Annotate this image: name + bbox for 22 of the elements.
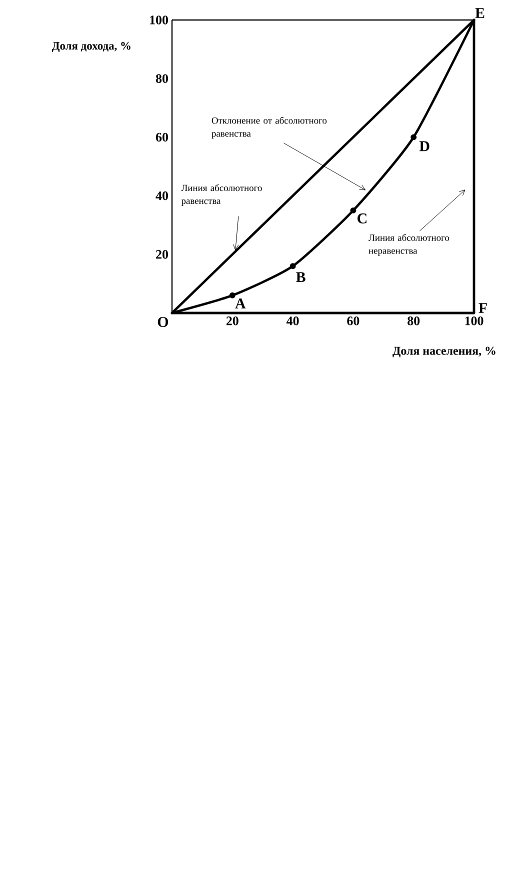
y-tick-label: 80 <box>156 74 168 83</box>
y-tick-label: 40 <box>156 191 168 200</box>
annotation: F <box>478 303 487 313</box>
x-tick-label: 40 <box>286 316 299 326</box>
x-tick-label: 100 <box>465 316 484 326</box>
x-tick-label: 20 <box>226 316 238 326</box>
y-tick-label: 100 <box>150 16 168 24</box>
y-axis-title: Доля дохода, % <box>52 42 130 52</box>
x-axis-title: Доля населения, % <box>392 346 496 358</box>
annotation: D <box>419 141 430 152</box>
annotation: E <box>475 8 484 18</box>
annotation: B <box>296 272 306 282</box>
x-tick-label: 60 <box>347 316 360 326</box>
annotation: Отклонение от абсолютного равенства <box>212 116 327 139</box>
y-tick-label: 20 <box>156 250 168 259</box>
ref-line-label: Линия абсолютного неравенства <box>368 234 450 256</box>
annotation: O <box>158 316 168 328</box>
y-tick-label: 60 <box>156 132 168 142</box>
x-tick-label: 80 <box>408 316 420 326</box>
annotation: Линия абсолютного равенства <box>181 184 262 206</box>
annotation: A <box>235 298 246 308</box>
annotation: C <box>358 213 366 224</box>
